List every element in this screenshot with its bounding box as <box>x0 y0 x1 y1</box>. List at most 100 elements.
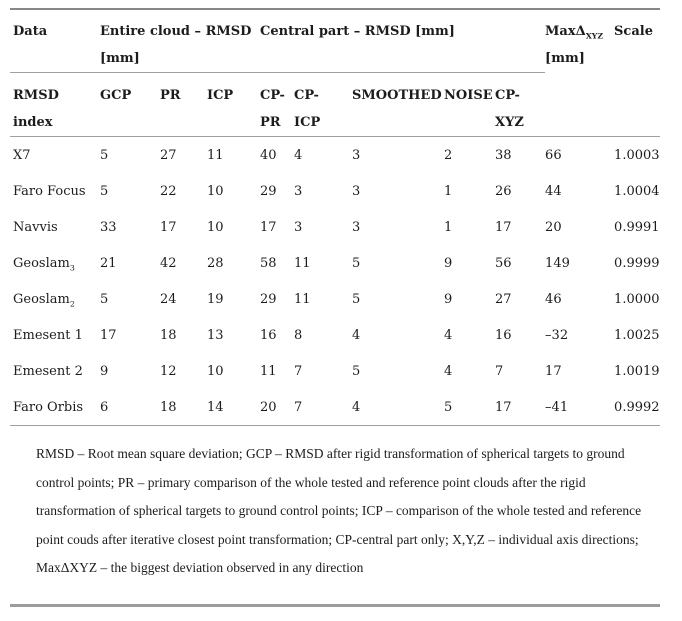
row-label: X7 <box>10 137 100 174</box>
cell-noise: 2 <box>444 147 453 163</box>
cell-cp-icp: 3 <box>294 183 303 199</box>
col-header-cp-xyz: CP- XYZ <box>495 72 546 137</box>
cell-pr: 22 <box>160 183 177 199</box>
col-header-cp-icp: CP- ICP <box>294 72 353 137</box>
cell-cp-xyz: 17 <box>495 219 512 235</box>
row-label: Navvis <box>10 209 100 245</box>
cell-noise: 4 <box>444 327 453 343</box>
table-row: Geoslam2 5 24 19 29 11 5 9 27 46 1.0000 <box>10 281 660 317</box>
group-header-row: Data Entire cloud – RMSD [mm] Central pa… <box>10 10 660 73</box>
cell-maxdxyz: 17 <box>545 363 562 379</box>
row-label-text: Geoslam <box>13 291 70 307</box>
row-label: Emesent 2 <box>10 353 100 389</box>
group-header-entire-cloud: Entire cloud – RMSD [mm] <box>100 10 261 73</box>
cell-icp: 19 <box>207 291 224 307</box>
row-label: Geoslam2 <box>10 281 100 317</box>
cell-maxdxyz: 44 <box>545 183 562 199</box>
cell-gcp: 21 <box>100 255 117 271</box>
row-label-text: Faro Focus <box>13 183 86 199</box>
row-label: Faro Orbis <box>10 389 100 426</box>
cell-smoothed: 5 <box>352 363 361 379</box>
cell-cp-pr: 40 <box>260 147 277 163</box>
cell-cp-icp: 7 <box>294 363 303 379</box>
column-header-row: RMSD index GCP PR ICP CP- PR CP- ICP SMO… <box>10 72 661 137</box>
maxdxyz-unit: [mm] <box>545 51 585 66</box>
cell-gcp: 17 <box>100 327 117 343</box>
col-header-icp: ICP <box>207 72 261 137</box>
cell-scale: 0.9999 <box>614 255 660 271</box>
col-header-smoothed: SMOOTHED <box>352 72 445 137</box>
cell-scale: 1.0003 <box>614 147 660 163</box>
table-header: Data Entire cloud – RMSD [mm] Central pa… <box>10 10 661 137</box>
row-label: Geoslam3 <box>10 245 100 281</box>
cell-icp: 10 <box>207 219 224 235</box>
group-header-data: Data <box>10 10 100 73</box>
table-row: Geoslam3 21 42 28 58 11 5 9 56 149 0.9999 <box>10 245 660 281</box>
cell-pr: 27 <box>160 147 177 163</box>
cell-smoothed: 4 <box>352 389 445 426</box>
group-header-maxdxyz: MaxΔXYZ [mm] <box>545 10 614 73</box>
cell-icp: 28 <box>207 255 224 271</box>
col-header-cp-pr: CP- PR <box>260 72 295 137</box>
cell-noise: 5 <box>444 389 496 426</box>
cell-noise: 1 <box>444 183 453 199</box>
cell-icp: 10 <box>207 363 224 379</box>
table-row: X7 5 27 11 40 4 3 2 38 66 1.0003 <box>10 137 660 174</box>
cell-maxdxyz: 66 <box>545 147 562 163</box>
col-header-noise: NOISE <box>444 72 496 137</box>
cell-cp-xyz: 38 <box>495 147 512 163</box>
cell-cp-xyz: 7 <box>495 363 504 379</box>
cell-cp-pr: 58 <box>260 255 277 271</box>
cell-cp-pr: 20 <box>260 389 295 426</box>
cell-smoothed: 3 <box>352 147 361 163</box>
cell-cp-xyz: 16 <box>495 327 512 343</box>
table-row: Emesent 2 9 12 10 11 7 5 4 7 17 1.0019 <box>10 353 660 389</box>
cell-maxdxyz: 149 <box>545 255 570 271</box>
col-header-maxdxyz-spacer <box>545 72 615 137</box>
table-body: X7 5 27 11 40 4 3 2 38 66 1.0003 Faro Focus 5 22 10 29 3… <box>10 137 661 426</box>
cell-maxdxyz: –41 <box>545 389 615 426</box>
row-label-text: Emesent 2 <box>13 363 83 379</box>
table-footnote: RMSD – Root mean square deviation; GCP –… <box>36 446 642 575</box>
cell-scale: 0.9992 <box>614 389 661 426</box>
cell-cp-xyz: 56 <box>495 255 512 271</box>
col-header-scale-spacer <box>614 72 661 137</box>
row-label: Emesent 1 <box>10 317 100 353</box>
col-header-pr: PR <box>160 72 207 137</box>
cell-icp: 10 <box>207 183 224 199</box>
cell-gcp: 6 <box>100 389 160 426</box>
cell-smoothed: 4 <box>352 327 361 343</box>
maxdxyz-label: MaxΔ <box>545 24 586 39</box>
results-table: Data Entire cloud – RMSD [mm] Central pa… <box>10 10 661 426</box>
cell-gcp: 9 <box>100 363 109 379</box>
cell-scale: 1.0025 <box>614 327 660 343</box>
cell-gcp: 5 <box>100 291 109 307</box>
cell-cp-icp: 3 <box>294 219 303 235</box>
table-row: Faro Orbis 6 18 14 20 7 4 5 17 –41 0.9992 <box>10 389 661 426</box>
cell-maxdxyz: 20 <box>545 219 562 235</box>
cell-icp: 14 <box>207 389 261 426</box>
paper-table-figure: Data Entire cloud – RMSD [mm] Central pa… <box>10 8 661 607</box>
cell-gcp: 5 <box>100 147 109 163</box>
cell-cp-pr: 17 <box>260 219 277 235</box>
group-header-scale: Scale <box>614 24 653 39</box>
row-label-text: Navvis <box>13 219 58 235</box>
cell-scale: 0.9991 <box>614 219 660 235</box>
cell-cp-icp: 11 <box>294 291 311 307</box>
cell-cp-icp: 4 <box>294 147 303 163</box>
group-header-central-part: Central part – RMSD [mm] <box>260 10 546 73</box>
cell-noise: 9 <box>444 255 453 271</box>
row-label-text: Emesent 1 <box>13 327 83 343</box>
row-label-text: X7 <box>13 147 31 163</box>
cell-gcp: 5 <box>100 183 109 199</box>
col-header-gcp: GCP <box>100 72 160 137</box>
cell-noise: 9 <box>444 291 453 307</box>
cell-pr: 17 <box>160 219 177 235</box>
col-header-rmsd-index: RMSD index <box>10 72 100 137</box>
cell-cp-xyz: 17 <box>495 389 546 426</box>
cell-cp-xyz: 26 <box>495 183 512 199</box>
cell-scale: 1.0000 <box>614 291 660 307</box>
cell-cp-xyz: 27 <box>495 291 512 307</box>
cell-noise: 4 <box>444 363 453 379</box>
cell-gcp: 33 <box>100 219 117 235</box>
